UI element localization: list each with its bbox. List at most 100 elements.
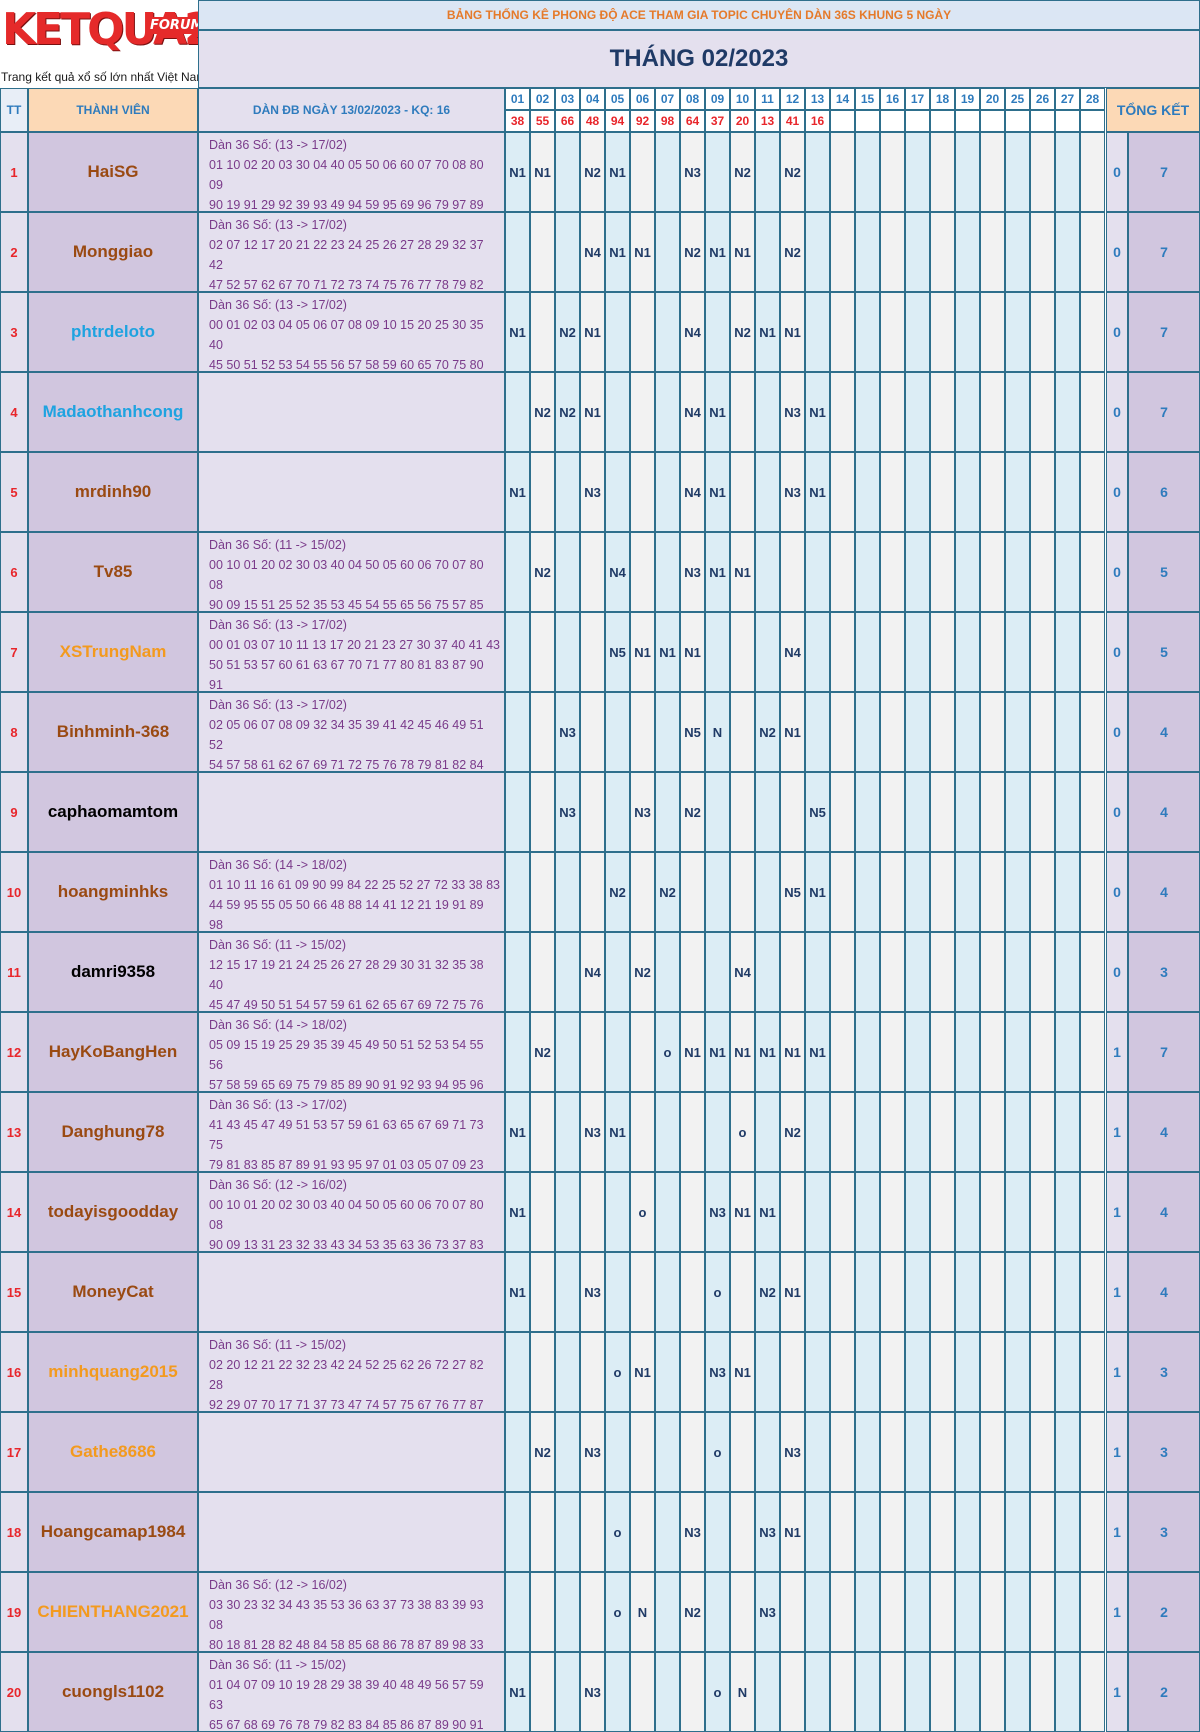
total-score: 7 — [1128, 372, 1200, 452]
row-number: 10 — [0, 852, 28, 932]
day-mark — [555, 212, 580, 292]
day-mark — [805, 532, 830, 612]
total-score: 4 — [1128, 692, 1200, 772]
dan-line: Dàn 36 Số: (13 -> 17/02) — [209, 218, 347, 232]
day-mark: o — [605, 1572, 630, 1652]
day-mark — [580, 1332, 605, 1412]
day-mark — [1005, 932, 1030, 1012]
day-mark — [955, 132, 980, 212]
day-mark — [755, 932, 780, 1012]
day-mark — [930, 1172, 955, 1252]
day-mark — [1005, 372, 1030, 452]
day-mark — [1055, 532, 1080, 612]
day-mark — [630, 1252, 655, 1332]
member-name[interactable]: CHIENTHANG2021 — [28, 1572, 198, 1652]
day-mark — [505, 1332, 530, 1412]
day-mark: N2 — [730, 132, 755, 212]
day-mark — [905, 852, 930, 932]
day-mark: N2 — [555, 372, 580, 452]
day-header: 02 — [530, 88, 555, 110]
member-name[interactable]: Monggiao — [28, 212, 198, 292]
day-mark: N1 — [705, 452, 730, 532]
member-name[interactable]: MoneyCat — [28, 1252, 198, 1332]
day-mark — [830, 772, 855, 852]
day-mark — [955, 852, 980, 932]
dan-line: 01 10 11 16 61 09 90 99 84 22 25 52 27 7… — [209, 878, 501, 892]
day-mark — [880, 1252, 905, 1332]
member-name[interactable]: Tv85 — [28, 532, 198, 612]
member-name[interactable]: Gathe8686 — [28, 1412, 198, 1492]
member-name[interactable]: Binhminh-368 — [28, 692, 198, 772]
dan-numbers — [198, 1412, 505, 1492]
dan-line: 47 52 57 62 67 70 71 72 73 74 75 76 77 7… — [209, 278, 484, 292]
dan-line: Dàn 36 Số: (11 -> 15/02) — [209, 1338, 347, 1352]
day-mark — [830, 1092, 855, 1172]
day-mark — [880, 132, 905, 212]
day-mark: N3 — [680, 132, 705, 212]
member-name[interactable]: XSTrungNam — [28, 612, 198, 692]
day-mark — [805, 1572, 830, 1652]
member-name[interactable]: phtrdeloto — [28, 292, 198, 372]
day-mark — [980, 1172, 1005, 1252]
day-mark — [680, 1092, 705, 1172]
day-mark — [1030, 772, 1055, 852]
row-number: 8 — [0, 692, 28, 772]
day-mark — [1080, 292, 1105, 372]
day-mark — [855, 772, 880, 852]
day-mark — [1005, 1012, 1030, 1092]
member-name[interactable]: todayisgoodday — [28, 1172, 198, 1252]
day-mark — [705, 292, 730, 372]
dan-numbers — [198, 1252, 505, 1332]
hit-count: 0 — [1106, 612, 1128, 692]
day-mark — [1030, 1092, 1055, 1172]
day-header: 25 — [1005, 88, 1030, 110]
day-result — [1030, 110, 1055, 132]
day-header: 07 — [655, 88, 680, 110]
day-mark — [905, 452, 930, 532]
day-mark — [955, 932, 980, 1012]
member-name[interactable]: HayKoBangHen — [28, 1012, 198, 1092]
member-name[interactable]: hoangminhks — [28, 852, 198, 932]
day-mark: N1 — [755, 292, 780, 372]
day-mark: N2 — [730, 292, 755, 372]
day-mark — [955, 292, 980, 372]
day-mark — [955, 1252, 980, 1332]
logo-forum-badge: FORUM — [146, 17, 208, 34]
row-number: 7 — [0, 612, 28, 692]
day-mark — [930, 132, 955, 212]
day-mark — [830, 852, 855, 932]
day-mark — [505, 852, 530, 932]
member-name[interactable]: minhquang2015 — [28, 1332, 198, 1412]
dan-line: Dàn 36 Số: (14 -> 18/02) — [209, 858, 347, 872]
dan-line: 92 29 07 70 17 71 37 73 47 74 57 75 67 7… — [209, 1398, 484, 1412]
day-mark — [1080, 612, 1105, 692]
day-mark — [980, 132, 1005, 212]
hit-count: 0 — [1106, 692, 1128, 772]
total-score: 5 — [1128, 532, 1200, 612]
dan-line: 80 18 81 28 82 48 84 58 85 68 86 78 87 8… — [209, 1638, 484, 1652]
day-mark — [880, 1572, 905, 1652]
dan-line: Dàn 36 Số: (11 -> 15/02) — [209, 938, 347, 952]
day-result: 55 — [530, 110, 555, 132]
day-mark: N5 — [805, 772, 830, 852]
member-name[interactable]: HaiSG — [28, 132, 198, 212]
member-name[interactable]: mrdinh90 — [28, 452, 198, 532]
hit-count: 0 — [1106, 772, 1128, 852]
day-mark — [1030, 932, 1055, 1012]
ketqua2-logo[interactable]: KETQUA2 FORUM Trang kết quả xổ số lớn nh… — [0, 0, 215, 88]
member-name[interactable]: Hoangcamap1984 — [28, 1492, 198, 1572]
day-mark: N1 — [805, 1012, 830, 1092]
member-name[interactable]: caphaomamtom — [28, 772, 198, 852]
day-result: 92 — [630, 110, 655, 132]
member-name[interactable]: Madaothanhcong — [28, 372, 198, 452]
day-mark — [530, 1492, 555, 1572]
member-name[interactable]: damri9358 — [28, 932, 198, 1012]
day-mark — [730, 772, 755, 852]
day-mark — [905, 932, 930, 1012]
day-mark — [1005, 772, 1030, 852]
day-mark — [655, 212, 680, 292]
day-mark — [980, 932, 1005, 1012]
member-name[interactable]: Danghung78 — [28, 1092, 198, 1172]
day-mark — [755, 612, 780, 692]
member-name[interactable]: cuongls1102 — [28, 1652, 198, 1732]
